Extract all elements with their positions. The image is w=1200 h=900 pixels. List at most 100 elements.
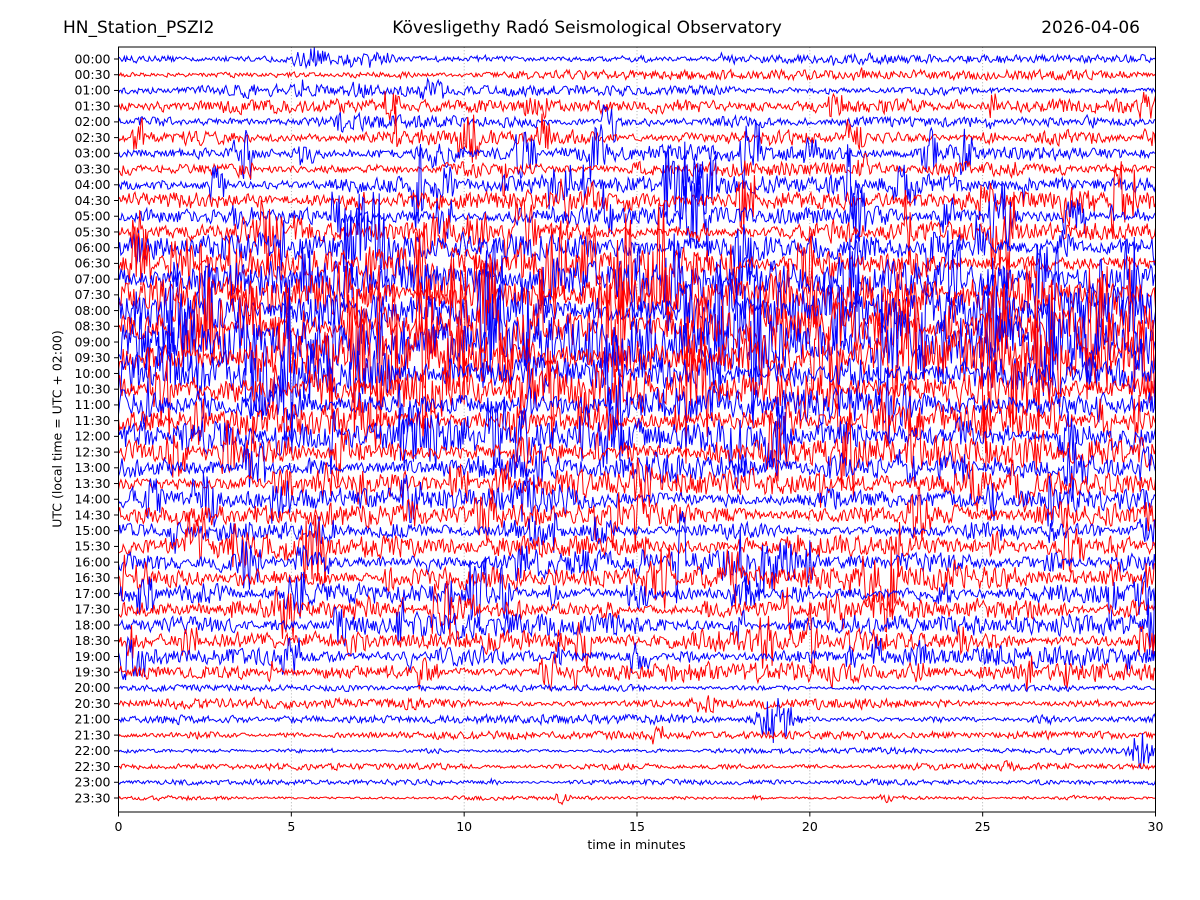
- y-tick-label-2200: 22:00: [74, 743, 110, 758]
- x-tick-label-20: 20: [802, 819, 818, 834]
- y-tick-label-1330: 13:30: [74, 476, 110, 491]
- x-tick-label-0: 0: [115, 819, 123, 834]
- y-tick-label-2030: 20:30: [74, 696, 110, 711]
- seismogram-trace-0330: [118, 152, 1156, 197]
- y-tick-label-1430: 14:30: [74, 507, 110, 522]
- y-tick-label-0300: 03:00: [74, 146, 110, 161]
- seismogram-trace-1330: [118, 457, 1156, 513]
- y-tick-label-1830: 18:30: [74, 633, 110, 648]
- y-tick-label-0600: 06:00: [74, 240, 110, 255]
- y-tick-label-0730: 07:30: [74, 287, 110, 302]
- seismogram-trace-0530: [118, 189, 1156, 279]
- y-tick-label-0100: 01:00: [74, 83, 110, 98]
- y-tick-label-0900: 09:00: [74, 334, 110, 349]
- seismogram-trace-1500: [118, 512, 1156, 554]
- y-tick-label-1400: 14:00: [74, 492, 110, 507]
- y-tick-label-0500: 05:00: [74, 209, 110, 224]
- seismogram-trace-2330: [118, 793, 1156, 806]
- date-title: 2026-04-06: [1041, 18, 1140, 38]
- seismogram-trace-2030: [118, 695, 1156, 714]
- seismogram-trace-2230: [118, 760, 1156, 772]
- seismogram-trace-0730: [118, 243, 1156, 351]
- seismogram-trace-1830: [118, 602, 1156, 675]
- seismogram-trace-0430: [118, 161, 1156, 239]
- seismogram-trace-1030: [118, 327, 1156, 464]
- seismogram-trace-0030: [118, 67, 1156, 82]
- seismogram-trace-0600: [118, 191, 1156, 303]
- y-tick-label-1730: 17:30: [74, 602, 110, 617]
- seismogram-trace-1430: [118, 478, 1156, 550]
- y-tick-label-1030: 10:30: [74, 381, 110, 396]
- y-tick-label-1100: 11:00: [74, 397, 110, 412]
- seismogram-trace-0200: [118, 104, 1156, 144]
- y-tick-label-0430: 04:30: [74, 193, 110, 208]
- y-tick-label-2230: 22:30: [74, 759, 110, 774]
- x-tick-label-15: 15: [629, 819, 645, 834]
- station-title: HN_Station_PSZI2: [63, 18, 215, 38]
- y-tick-label-1930: 19:30: [74, 665, 110, 680]
- y-tick-label-2000: 20:00: [74, 680, 110, 695]
- seismogram-trace-1200: [118, 396, 1156, 490]
- y-tick-label-1000: 10:00: [74, 366, 110, 381]
- y-tick-label-2100: 21:00: [74, 712, 110, 727]
- seismogram-trace-2100: [118, 697, 1156, 744]
- y-tick-label-0930: 09:30: [74, 350, 110, 365]
- x-tick-label-10: 10: [456, 819, 472, 834]
- seismogram-trace-0000: [118, 47, 1156, 70]
- y-tick-label-0800: 08:00: [74, 303, 110, 318]
- seismogram-trace-1630: [118, 546, 1156, 633]
- seismogram-trace-2000: [118, 682, 1156, 693]
- x-tick-label-30: 30: [1148, 819, 1164, 834]
- y-tick-label-0130: 01:30: [74, 98, 110, 113]
- y-tick-label-1200: 12:00: [74, 429, 110, 444]
- y-tick-label-1800: 18:00: [74, 617, 110, 632]
- y-tick-label-0830: 08:30: [74, 319, 110, 334]
- y-tick-label-1500: 15:00: [74, 523, 110, 538]
- observatory-title: Kövesligethy Radó Seismological Observat…: [392, 18, 782, 38]
- y-tick-label-1900: 19:00: [74, 649, 110, 664]
- x-tick-label-5: 5: [287, 819, 295, 834]
- y-tick-label-0630: 06:30: [74, 256, 110, 271]
- trace-group: [118, 47, 1156, 806]
- y-tick-label-0000: 00:00: [74, 51, 110, 66]
- y-tick-label-0330: 03:30: [74, 161, 110, 176]
- y-tick-label-2330: 23:30: [74, 790, 110, 805]
- y-tick-label-0530: 05:30: [74, 224, 110, 239]
- seismogram-trace-0100: [118, 76, 1156, 100]
- seismogram-trace-0400: [118, 141, 1156, 230]
- seismogram-trace-1530: [118, 511, 1156, 583]
- y-tick-label-2130: 21:30: [74, 727, 110, 742]
- seismogram-trace-0800: [118, 239, 1156, 388]
- y-tick-label-0700: 07:00: [74, 271, 110, 286]
- seismogram-trace-2300: [118, 777, 1156, 787]
- seismogram-trace-2200: [118, 733, 1156, 769]
- y-tick-label-0200: 02:00: [74, 114, 110, 129]
- y-tick-label-1530: 15:30: [74, 539, 110, 554]
- y-tick-label-1130: 11:30: [74, 413, 110, 428]
- seismogram-trace-1400: [118, 468, 1156, 528]
- seismogram-trace-1900: [118, 635, 1156, 681]
- y-tick-label-1700: 17:00: [74, 586, 110, 601]
- y-tick-label-0230: 02:30: [74, 130, 110, 145]
- seismogram-trace-0930: [118, 249, 1156, 451]
- seismogram-trace-0500: [118, 161, 1156, 263]
- y-tick-label-1300: 13:00: [74, 460, 110, 475]
- seismogram-trace-0130: [118, 91, 1156, 121]
- x-axis-label: time in minutes: [587, 837, 686, 852]
- y-tick-label-2300: 23:00: [74, 775, 110, 790]
- y-tick-label-1630: 16:30: [74, 570, 110, 585]
- y-axis-label: UTC (local time = UTC + 02:00): [49, 330, 65, 528]
- seismogram-trace-1930: [118, 652, 1156, 692]
- y-tick-label-0400: 04:00: [74, 177, 110, 192]
- seismogram-trace-1230: [118, 403, 1156, 500]
- x-tick-label-25: 25: [975, 819, 991, 834]
- seismogram-trace-1730: [118, 581, 1156, 639]
- y-tick-label-0030: 00:30: [74, 67, 110, 82]
- seismogram-trace-1800: [118, 586, 1156, 661]
- seismogram-trace-0230: [118, 106, 1156, 163]
- seismogram-trace-1600: [118, 511, 1156, 604]
- seismogram-trace-0300: [118, 120, 1156, 189]
- seismogram-trace-0700: [118, 230, 1156, 346]
